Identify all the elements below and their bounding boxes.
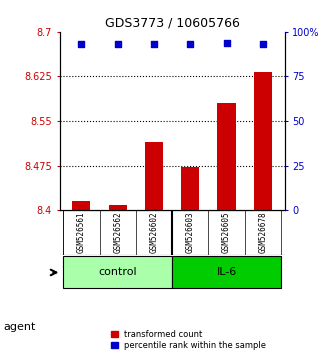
- Point: [115, 41, 120, 47]
- Text: GSM526561: GSM526561: [77, 212, 86, 253]
- Bar: [145, 142, 163, 210]
- Bar: [217, 103, 236, 210]
- Bar: [181, 167, 199, 210]
- Bar: [109, 205, 127, 210]
- Point: [260, 41, 265, 47]
- Text: GSM526605: GSM526605: [222, 212, 231, 253]
- Point: [79, 41, 84, 47]
- Text: GSM526602: GSM526602: [150, 212, 159, 253]
- Bar: [254, 72, 272, 210]
- Title: GDS3773 / 10605766: GDS3773 / 10605766: [105, 16, 240, 29]
- Text: GSM526562: GSM526562: [113, 212, 122, 253]
- Text: agent: agent: [3, 322, 36, 332]
- Text: GSM526603: GSM526603: [186, 212, 195, 253]
- Legend: transformed count, percentile rank within the sample: transformed count, percentile rank withi…: [111, 330, 266, 350]
- FancyBboxPatch shape: [63, 256, 172, 289]
- Point: [224, 40, 229, 45]
- Bar: [72, 201, 90, 210]
- Point: [188, 41, 193, 47]
- FancyBboxPatch shape: [172, 256, 281, 289]
- Text: IL-6: IL-6: [216, 268, 237, 278]
- Point: [151, 41, 157, 47]
- Text: control: control: [98, 268, 137, 278]
- Text: GSM526678: GSM526678: [259, 212, 267, 253]
